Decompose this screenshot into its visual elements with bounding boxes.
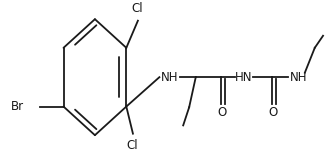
Text: Cl: Cl [131,2,143,15]
Text: HN: HN [235,71,252,84]
Text: Br: Br [11,100,25,113]
Text: O: O [217,106,227,119]
Text: O: O [269,106,278,119]
Text: Cl: Cl [126,139,138,152]
Text: NH: NH [290,71,307,84]
Text: NH: NH [161,71,178,84]
